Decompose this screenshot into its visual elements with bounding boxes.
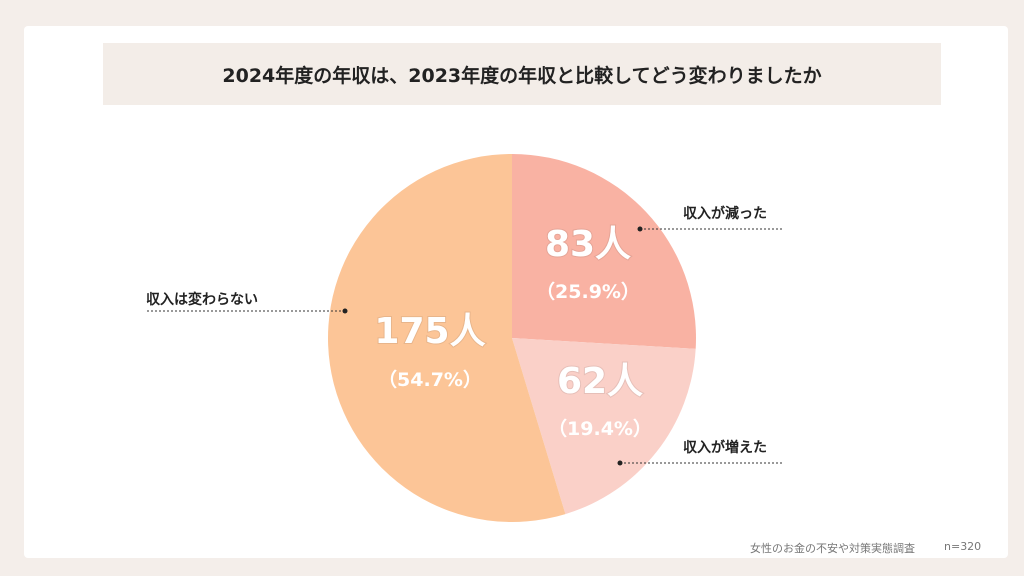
legend-label-increased: 収入が増えた — [683, 440, 767, 456]
title-banner: 2024年度の年収は、2023年度の年収と比較してどう変わりましたか — [103, 43, 941, 105]
legend-label-unchanged: 収入は変わらない — [146, 292, 258, 308]
survey-source: 女性のお金の不安や対策実態調査 — [750, 542, 915, 555]
data-label-count-unchanged: 175人 — [374, 311, 485, 352]
data-label-percent-increased: （19.4%） — [548, 417, 652, 440]
leader-dot-increased — [617, 460, 623, 466]
pie-slice-decreased — [512, 154, 696, 349]
legend-label-decreased: 収入が減った — [683, 206, 767, 222]
data-label-count-increased: 62人 — [557, 361, 643, 402]
data-label-percent-unchanged: （54.7%） — [378, 368, 482, 391]
chart-title: 2024年度の年収は、2023年度の年収と比較してどう変わりましたか — [222, 64, 822, 87]
data-label-percent-decreased: （25.9%） — [536, 280, 640, 303]
data-label-count-decreased: 83人 — [545, 224, 631, 265]
leader-dot-decreased — [637, 226, 643, 232]
leader-dot-unchanged — [342, 308, 348, 314]
sample-size: n=320 — [944, 540, 982, 553]
pie-slice-increased — [512, 338, 696, 515]
pie-slice-unchanged — [328, 154, 566, 522]
